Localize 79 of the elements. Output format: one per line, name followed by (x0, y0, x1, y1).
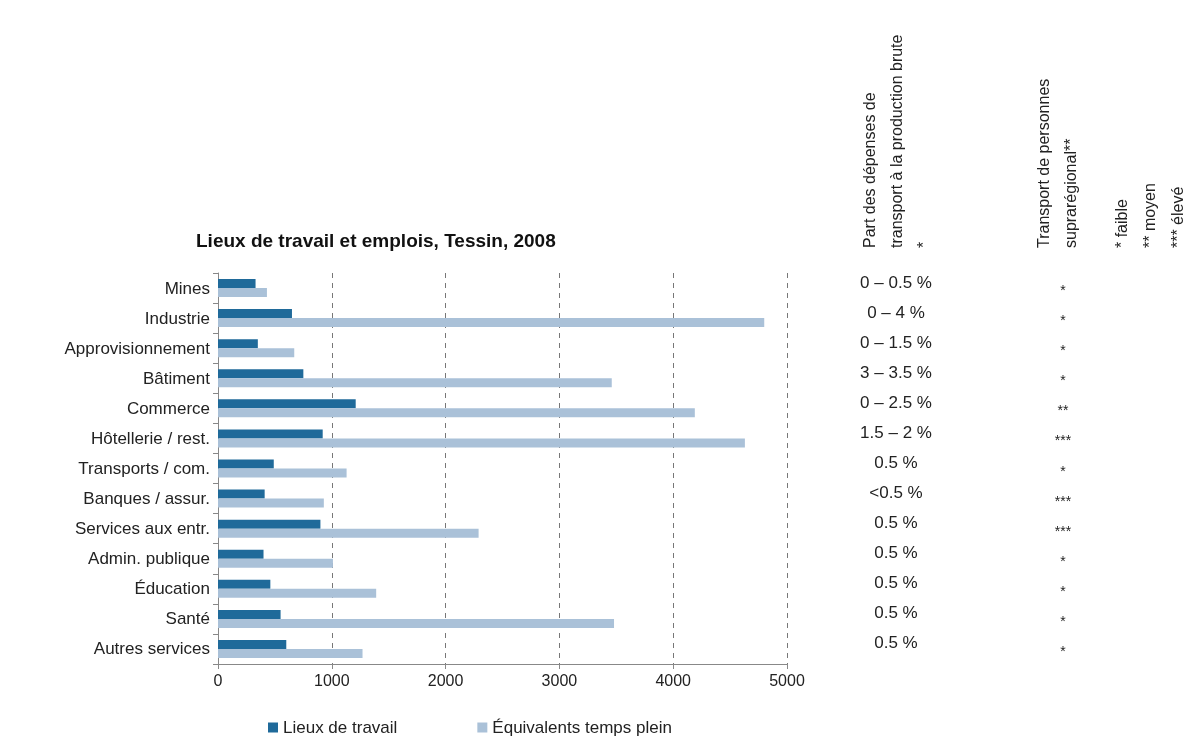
bar (218, 348, 295, 358)
bar (218, 378, 612, 388)
bar (218, 429, 323, 439)
text: * faible (1113, 198, 1130, 248)
text: * (1060, 462, 1067, 479)
text: * (1060, 582, 1067, 599)
x-tick-label: 0 (213, 671, 223, 689)
text: Part des dépenses de transport à la production brute * (861, 30, 932, 248)
y-tick-label: Approvisionnement (64, 338, 211, 358)
y-tick-label: Autres services (93, 639, 210, 659)
text: 1.5 – 2 % (860, 422, 932, 442)
y-tick-label: Services aux entr. (74, 519, 210, 539)
y-tick-label: Hôtellerie / rest. (90, 428, 210, 448)
text: <0.5 % (869, 483, 923, 503)
y-tick-label: Admin. publique (88, 549, 210, 569)
text: 0 – 0.5 % (860, 272, 932, 292)
text: Transport de personnes suprarégional** (1035, 74, 1079, 248)
bar (218, 468, 347, 478)
text: *** (1054, 492, 1072, 509)
text: ** (1057, 402, 1069, 419)
x-tick-label: 1000 (314, 671, 350, 689)
y-tick-label: Banques / assur. (83, 489, 210, 509)
y-tick-label: Commerce (126, 398, 210, 418)
text: * (1060, 312, 1067, 329)
text: * (1060, 282, 1067, 299)
x-tick-label: 4000 (655, 671, 692, 689)
bar (218, 309, 292, 319)
bar (218, 579, 271, 589)
x-tick-label: 2000 (427, 671, 464, 689)
y-tick-label: Mines (164, 278, 210, 298)
text: 0.5 % (874, 633, 918, 653)
bar (218, 438, 745, 448)
bar (218, 519, 321, 529)
text: 0.5 % (874, 573, 918, 593)
legend-label: Équivalents temps plein (492, 718, 672, 737)
y-tick-label: Industrie (144, 308, 210, 328)
bar (218, 558, 333, 568)
text: 0 – 1.5 % (860, 332, 932, 352)
bar (218, 639, 287, 649)
text: * (1060, 642, 1067, 659)
text: * (1060, 342, 1067, 359)
text: 0 – 2.5 % (860, 392, 932, 412)
bar (218, 399, 356, 409)
y-tick-label: Santé (165, 609, 210, 629)
y-tick-label: Bâtiment (142, 368, 211, 388)
text: 0.5 % (874, 603, 918, 623)
text: * (1060, 372, 1067, 389)
text: * (1060, 552, 1067, 569)
y-tick-label: Transports / com. (78, 459, 210, 478)
legend-label: Lieux de travail (283, 718, 398, 737)
bar (218, 408, 695, 418)
bar (218, 549, 264, 559)
text: 0.5 % (874, 543, 918, 563)
bar (218, 618, 615, 628)
y-tick-label: Éducation (134, 579, 210, 599)
bar (218, 588, 377, 598)
bar (218, 459, 274, 469)
text: *** (1054, 522, 1072, 539)
text: *** élevé (1169, 186, 1186, 248)
bar (218, 318, 765, 328)
text: 0.5 % (874, 513, 918, 533)
x-tick-label: 5000 (769, 671, 805, 689)
text: 3 – 3.5 % (860, 362, 932, 382)
bar (218, 498, 324, 508)
chart-title: Lieux de travail et emplois, Tessin, 2008 (196, 230, 556, 251)
bar (218, 528, 479, 538)
bar (218, 369, 304, 379)
text: ** moyen (1141, 183, 1158, 248)
bar (218, 279, 256, 289)
bar (218, 339, 258, 349)
text: 0.5 % (874, 453, 918, 472)
text: 0 – 4 % (867, 302, 925, 322)
bar (218, 609, 281, 619)
bar (218, 288, 267, 298)
bar (218, 489, 265, 499)
x-tick-label: 3000 (541, 671, 578, 689)
text: * (1060, 612, 1067, 629)
text: *** (1054, 432, 1072, 449)
bar (218, 648, 363, 658)
